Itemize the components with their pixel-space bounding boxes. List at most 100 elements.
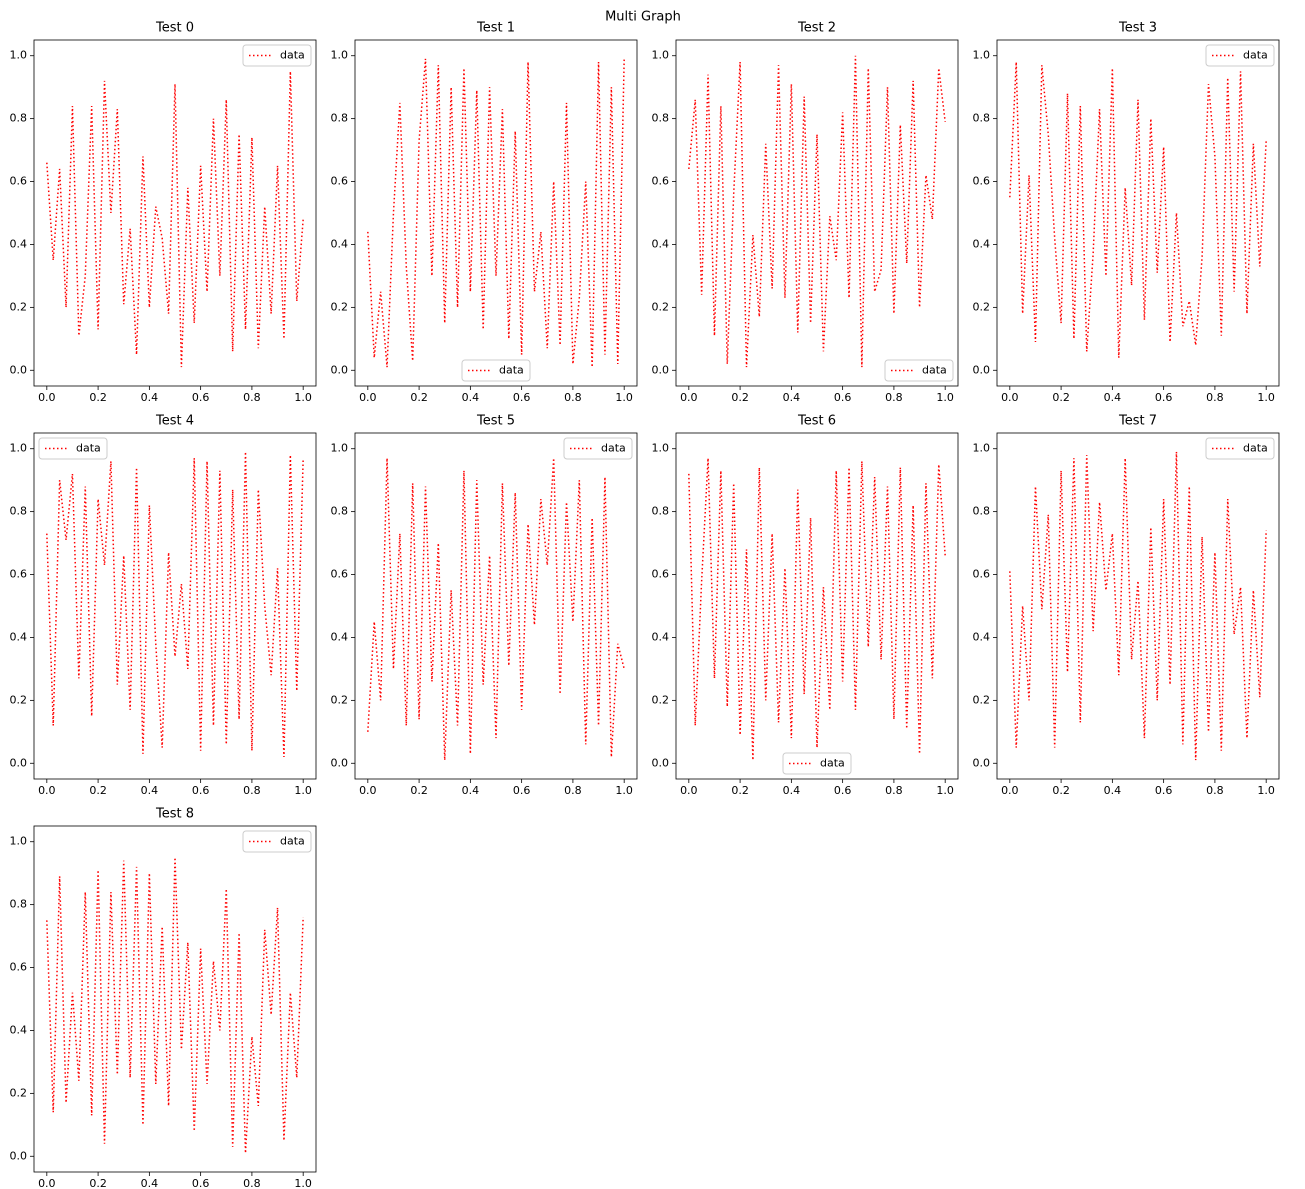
x-tick-label: 0.0 — [359, 784, 377, 797]
y-tick-label: 0.6 — [973, 175, 991, 188]
legend-box — [884, 359, 954, 382]
plot-area — [997, 40, 1279, 386]
y-tick-label: 0.0 — [652, 363, 670, 376]
y-tick-label: 1.0 — [331, 442, 349, 455]
x-tick-label: 0.6 — [1155, 784, 1173, 797]
x-tick-label: 0.8 — [243, 1177, 261, 1189]
x-tick-label: 1.0 — [936, 784, 954, 797]
x-tick-label: 0.8 — [1206, 391, 1224, 404]
legend-label: data — [922, 364, 947, 377]
x-tick-label: 0.8 — [564, 784, 582, 797]
y-tick-label: 1.0 — [10, 835, 28, 848]
y-tick-label: 1.0 — [10, 49, 28, 62]
legend-box — [38, 437, 108, 460]
y-tick-label: 0.6 — [973, 568, 991, 581]
x-tick-label: 0.2 — [410, 391, 428, 404]
y-tick-label: 0.0 — [331, 363, 349, 376]
x-tick-label: 0.2 — [731, 784, 749, 797]
x-tick-label: 0.2 — [1052, 391, 1070, 404]
y-tick-label: 0.2 — [331, 693, 349, 706]
axes-frame — [675, 39, 959, 387]
data-line — [688, 458, 946, 761]
subplot: 0.0 0.2 0.4 0.6 0.8 1.0 0.0 0.2 0.4 0.6 0.8 1.0 Test… — [331, 21, 638, 404]
y-tick-label: 0.8 — [973, 505, 991, 518]
x-tick-label: 0.0 — [680, 391, 698, 404]
y-tick-label: 0.0 — [973, 363, 991, 376]
y-tick-label: 0.4 — [973, 630, 991, 643]
axes-frame — [33, 39, 317, 387]
plot-area — [34, 40, 316, 386]
x-tick-label: 0.2 — [89, 784, 107, 797]
y-tick-label: 0.2 — [973, 693, 991, 706]
subplot: 0.0 0.2 0.4 0.6 0.8 1.0 0.0 0.2 0.4 0.6 0.8 1.0 Test… — [973, 21, 1280, 404]
y-tick-label: 0.4 — [331, 630, 349, 643]
y-tick-label: 1.0 — [331, 49, 349, 62]
x-tick-label: 0.0 — [38, 784, 56, 797]
y-tick-label: 0.4 — [10, 1023, 28, 1036]
x-tick-label: 0.0 — [1001, 391, 1019, 404]
x-tick-label: 0.8 — [243, 391, 261, 404]
plot-area — [355, 40, 637, 386]
y-tick-label: 0.4 — [10, 630, 28, 643]
legend-box — [782, 752, 852, 775]
y-tick-label: 0.6 — [652, 568, 670, 581]
subplot: 0.0 0.2 0.4 0.6 0.8 1.0 0.0 0.2 0.4 0.6 0.8 1.0 Test… — [10, 414, 317, 797]
x-tick-label: 1.0 — [294, 1177, 312, 1189]
x-tick-label: 0.0 — [359, 391, 377, 404]
data-line — [1009, 451, 1267, 761]
subplot-title: Test 8 — [155, 807, 194, 822]
y-tick-label: 0.2 — [10, 693, 28, 706]
x-tick-label: 0.0 — [38, 1177, 56, 1189]
y-tick-label: 0.0 — [10, 756, 28, 769]
subplot-title: Test 2 — [797, 21, 836, 36]
y-tick-label: 1.0 — [652, 442, 670, 455]
figure-title: Multi Graph — [605, 10, 681, 25]
plot-area — [676, 433, 958, 779]
subplot-title: Test 4 — [155, 414, 194, 429]
x-tick-label: 0.8 — [243, 784, 261, 797]
x-tick-label: 0.0 — [38, 391, 56, 404]
legend-label: data — [1243, 442, 1268, 455]
x-tick-label: 1.0 — [1257, 391, 1275, 404]
x-tick-label: 1.0 — [1257, 784, 1275, 797]
axes-frame — [33, 432, 317, 780]
x-tick-label: 0.6 — [513, 391, 531, 404]
x-tick-label: 0.6 — [513, 784, 531, 797]
legend-label: data — [1243, 49, 1268, 62]
subplot: 0.0 0.2 0.4 0.6 0.8 1.0 0.0 0.2 0.4 0.6 0.8 1.0 Test… — [10, 21, 317, 404]
x-tick-label: 0.2 — [89, 1177, 107, 1189]
y-tick-label: 0.8 — [331, 505, 349, 518]
x-tick-label: 0.8 — [1206, 784, 1224, 797]
subplot-title: Test 6 — [797, 414, 836, 429]
y-tick-label: 0.8 — [973, 112, 991, 125]
y-tick-label: 0.4 — [973, 237, 991, 250]
y-tick-label: 0.8 — [10, 505, 28, 518]
y-tick-label: 0.6 — [10, 961, 28, 974]
x-tick-label: 0.2 — [1052, 784, 1070, 797]
subplot-title: Test 3 — [1118, 21, 1157, 36]
legend-label: data — [499, 364, 524, 377]
plot-area — [676, 40, 958, 386]
y-tick-label: 0.6 — [10, 175, 28, 188]
y-tick-label: 0.2 — [10, 1086, 28, 1099]
y-tick-label: 0.6 — [10, 568, 28, 581]
y-tick-label: 0.8 — [10, 112, 28, 125]
axes-frame — [996, 39, 1280, 387]
axes-frame — [354, 39, 638, 387]
y-tick-label: 0.2 — [652, 300, 670, 313]
x-tick-label: 0.4 — [462, 784, 480, 797]
plot-area — [997, 433, 1279, 779]
y-tick-label: 0.2 — [331, 300, 349, 313]
y-tick-label: 0.0 — [10, 1149, 28, 1162]
x-tick-label: 0.4 — [1104, 391, 1122, 404]
x-tick-label: 0.8 — [885, 784, 903, 797]
subplot: 0.0 0.2 0.4 0.6 0.8 1.0 0.0 0.2 0.4 0.6 0.8 1.0 Test… — [973, 414, 1280, 797]
y-tick-label: 0.4 — [331, 237, 349, 250]
x-tick-label: 0.8 — [885, 391, 903, 404]
y-tick-label: 0.0 — [331, 756, 349, 769]
y-tick-label: 1.0 — [10, 442, 28, 455]
subplot-title: Test 0 — [155, 21, 194, 36]
legend-label: data — [601, 442, 626, 455]
y-tick-label: 0.0 — [10, 363, 28, 376]
y-tick-label: 0.8 — [331, 112, 349, 125]
